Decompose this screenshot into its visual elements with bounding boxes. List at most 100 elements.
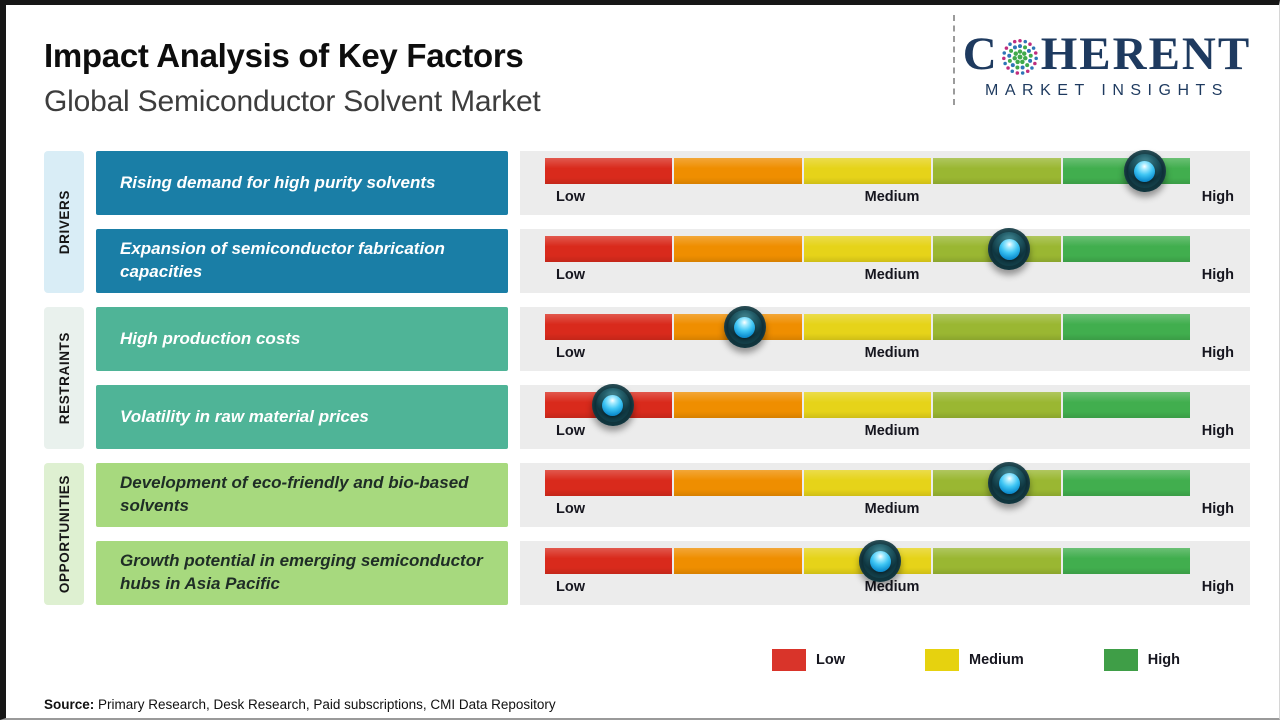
source-line: Source: Primary Research, Desk Research,… bbox=[44, 697, 556, 712]
scale-label-medium: Medium bbox=[864, 501, 920, 517]
legend-item-low: Low bbox=[772, 649, 845, 671]
impact-scale-panel: Low Medium High bbox=[520, 384, 1250, 449]
scale-segment bbox=[674, 392, 802, 418]
impact-marker-core bbox=[1134, 160, 1156, 182]
scale-segment bbox=[803, 314, 932, 340]
group-strip-opportunities: OPPORTUNITIES bbox=[44, 463, 84, 605]
scale-label-low: Low bbox=[556, 579, 585, 595]
factors-grid: DRIVERS RESTRAINTS OPPORTUNITIES Rising dem… bbox=[44, 150, 1250, 605]
scale-segment bbox=[933, 314, 1061, 340]
factor-box: Development of eco-friendly and bio-base… bbox=[96, 463, 508, 527]
factor-text: Growth potential in emerging semiconduct… bbox=[120, 551, 483, 593]
scale-segment bbox=[933, 158, 1061, 184]
brand-prefix: C bbox=[962, 28, 999, 80]
factor-box: Growth potential in emerging semiconduct… bbox=[96, 541, 508, 605]
factor-box: High production costs bbox=[96, 307, 508, 371]
legend-label: Low bbox=[816, 652, 845, 668]
impact-marker bbox=[591, 384, 634, 426]
impact-scale-bar bbox=[545, 158, 1191, 184]
factor-box: Expansion of semiconductor fabrication c… bbox=[96, 229, 508, 293]
impact-scale-bar bbox=[545, 236, 1191, 262]
impact-marker-core bbox=[998, 472, 1020, 494]
scale-segment bbox=[545, 314, 673, 340]
impact-marker bbox=[723, 306, 766, 348]
scale-label-medium: Medium bbox=[864, 267, 920, 283]
factor-text: Volatility in raw material prices bbox=[120, 406, 369, 426]
factor-text: Expansion of semiconductor fabrication c… bbox=[120, 239, 445, 281]
scale-segment bbox=[674, 470, 802, 496]
brand-tagline: MARKET INSIGHTS bbox=[985, 82, 1229, 99]
impact-scale-panel: Low Medium High bbox=[520, 150, 1250, 215]
group-label: OPPORTUNITIES bbox=[56, 474, 72, 594]
impact-marker-core bbox=[602, 394, 624, 416]
globe-icon bbox=[1001, 38, 1038, 75]
impact-scale-bar bbox=[545, 392, 1191, 418]
legend-swatch bbox=[925, 649, 959, 671]
group-strip-restraints: RESTRAINTS bbox=[44, 307, 84, 449]
scale-label-high: High bbox=[1201, 423, 1234, 439]
impact-scale-panel: Low Medium High bbox=[520, 228, 1250, 293]
factor-text: Development of eco-friendly and bio-base… bbox=[120, 473, 469, 515]
scale-label-high: High bbox=[1201, 189, 1234, 205]
impact-scale-panel: Low Medium High bbox=[520, 540, 1250, 605]
legend: Low Medium High bbox=[772, 649, 1180, 671]
scale-segment bbox=[545, 236, 673, 262]
page-subtitle: Global Semiconductor Solvent Market bbox=[44, 85, 541, 118]
scale-segment bbox=[803, 392, 932, 418]
factor-box: Volatility in raw material prices bbox=[96, 385, 508, 449]
scale-segment bbox=[545, 470, 673, 496]
group-strip-drivers: DRIVERS bbox=[44, 151, 84, 293]
impact-scale-bar bbox=[545, 470, 1191, 496]
impact-marker-core bbox=[869, 550, 891, 572]
impact-marker bbox=[988, 462, 1031, 504]
scale-label-medium: Medium bbox=[864, 579, 920, 595]
impact-marker bbox=[1123, 150, 1166, 192]
impact-scale-bar bbox=[545, 314, 1191, 340]
factor-text: Rising demand for high purity solvents bbox=[120, 172, 436, 192]
source-text: Primary Research, Desk Research, Paid su… bbox=[94, 697, 556, 712]
group-label: DRIVERS bbox=[56, 189, 72, 255]
impact-marker bbox=[859, 540, 902, 582]
scale-segment bbox=[674, 236, 802, 262]
legend-swatch bbox=[1103, 649, 1138, 671]
header: Impact Analysis of Key Factors Global Se… bbox=[44, 37, 541, 119]
scale-label-medium: Medium bbox=[864, 345, 920, 361]
legend-item-high: High bbox=[1103, 649, 1180, 671]
scale-label-high: High bbox=[1201, 579, 1234, 595]
logo-divider bbox=[953, 15, 955, 105]
page-title: Impact Analysis of Key Factors bbox=[44, 37, 524, 74]
scale-label-low: Low bbox=[556, 501, 585, 517]
impact-scale-panel: Low Medium High bbox=[520, 462, 1250, 527]
scale-label-medium: Medium bbox=[864, 189, 920, 205]
impact-marker bbox=[988, 228, 1031, 270]
legend-label: High bbox=[1147, 652, 1180, 668]
scale-segment bbox=[803, 236, 932, 262]
brand-suffix: HERENT bbox=[1040, 28, 1252, 80]
scale-segment bbox=[803, 470, 932, 496]
scale-segment bbox=[545, 158, 673, 184]
scale-label-medium: Medium bbox=[864, 423, 920, 439]
scale-segment bbox=[933, 548, 1061, 574]
scale-segment bbox=[803, 158, 932, 184]
scale-segment bbox=[1062, 548, 1191, 574]
scale-segment bbox=[674, 548, 802, 574]
scale-segment bbox=[545, 548, 673, 574]
scale-segment bbox=[1062, 470, 1191, 496]
factor-text: High production costs bbox=[120, 328, 301, 348]
brand-logo: C HERENT MARKET INSIGHTS bbox=[957, 31, 1257, 100]
scale-segment bbox=[1062, 236, 1191, 262]
scale-label-high: High bbox=[1201, 345, 1234, 361]
scale-label-low: Low bbox=[556, 267, 585, 283]
impact-scale-panel: Low Medium High bbox=[520, 306, 1250, 371]
impact-marker-core bbox=[734, 316, 756, 338]
scale-label-high: High bbox=[1201, 267, 1234, 283]
scale-label-low: Low bbox=[556, 189, 585, 205]
source-label: Source: bbox=[44, 697, 95, 712]
factor-box: Rising demand for high purity solvents bbox=[96, 151, 508, 215]
scale-segment bbox=[933, 392, 1061, 418]
scale-label-high: High bbox=[1201, 501, 1234, 517]
group-label: RESTRAINTS bbox=[56, 331, 72, 425]
legend-item-medium: Medium bbox=[925, 649, 1024, 671]
scale-segment bbox=[1062, 392, 1191, 418]
